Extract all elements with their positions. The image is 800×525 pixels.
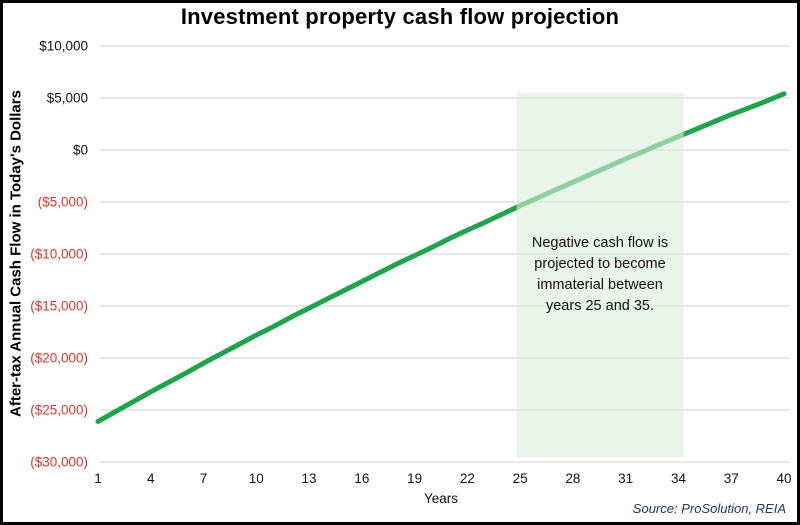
highlight-band-layer [516,92,684,458]
annotation-line: immaterial between [537,277,663,294]
highlight-band [516,92,684,458]
x-tick-label: 31 [618,471,633,486]
x-tick-label: 37 [724,471,739,486]
x-tick-label: 10 [249,471,264,486]
x-tick-label: 40 [776,471,791,486]
y-tick-label: ($5,000) [38,195,88,210]
x-tick-label: 16 [354,471,369,486]
x-tick-label: 25 [513,471,528,486]
y-tick-labels: $10,000 $5,000 $0 ($5,000) ($10,000) ($15,000… [30,39,88,470]
x-tick-label: 7 [200,471,208,486]
x-axis-title: Years [424,491,458,506]
source-note: Source: ProSolution, REIA [632,501,786,516]
x-tick-label: 34 [671,471,687,486]
y-tick-label: $5,000 [47,91,88,106]
x-tick-label: 1 [94,471,102,486]
x-tick-label: 22 [460,471,475,486]
y-tick-label: ($10,000) [30,247,88,262]
annotation-text: Negative cash flow is projected to become… [504,233,696,317]
x-tick-label: 13 [302,471,317,486]
x-tick-labels: 1 4 7 10 13 16 19 22 25 28 31 34 37 40 [94,471,791,486]
y-tick-label: ($30,000) [30,455,88,470]
y-tick-label: $10,000 [39,39,88,54]
x-tick-label: 19 [407,471,422,486]
chart-title: Investment property cash flow projection [180,4,620,29]
annotation-line: projected to become [534,256,666,273]
annotation-line: years 25 and 35. [545,298,655,315]
y-tick-label: ($15,000) [30,299,88,314]
y-tick-label: ($25,000) [30,403,88,418]
y-tick-label: ($20,000) [30,351,88,366]
x-tick-label: 28 [565,471,580,486]
x-tick-label: 4 [147,471,155,486]
annotation-line: Negative cash flow is [531,235,669,251]
y-tick-label: $0 [73,143,88,158]
